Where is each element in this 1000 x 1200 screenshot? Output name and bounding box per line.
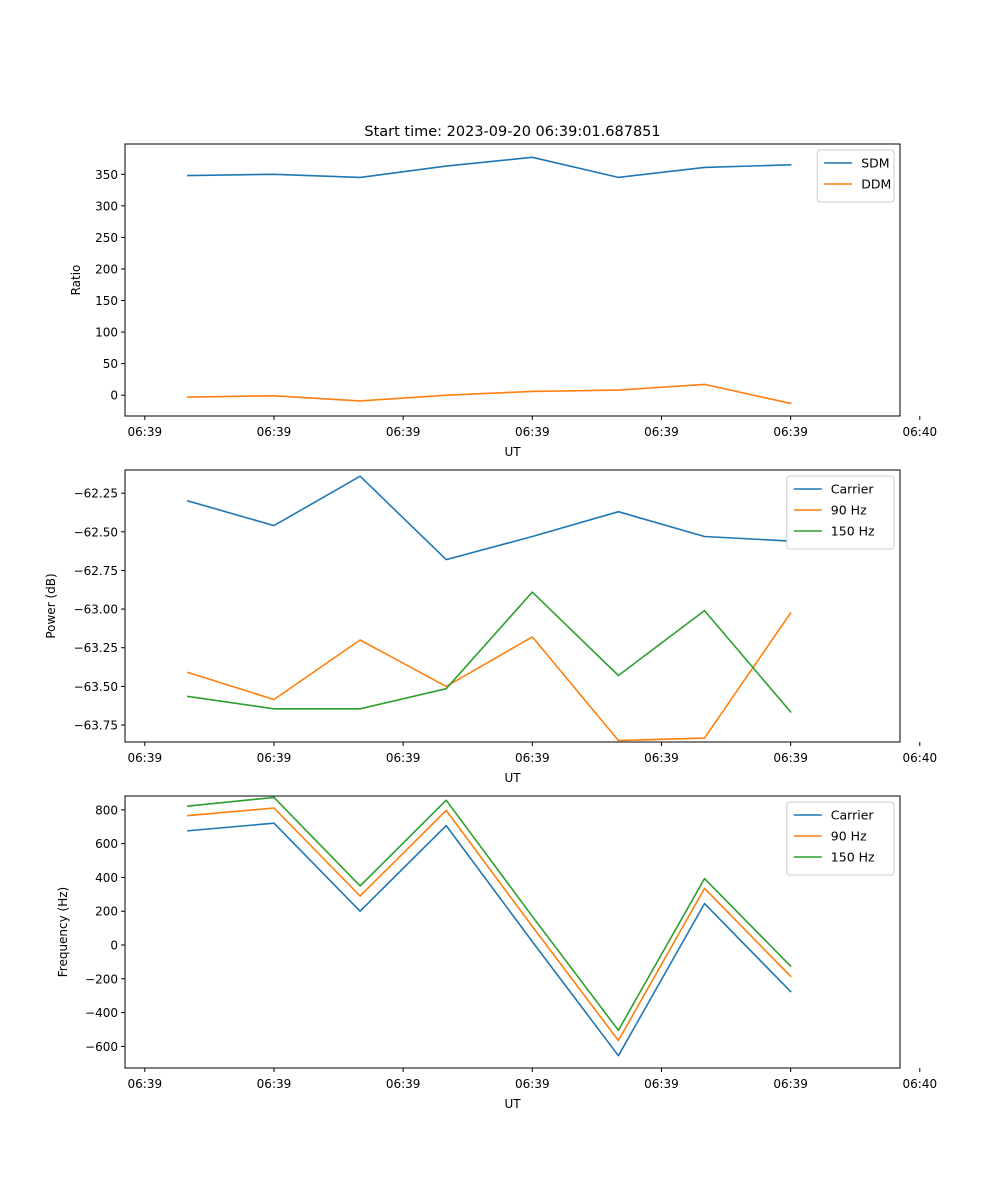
y-tick-label: −400 bbox=[85, 1006, 118, 1020]
legend-entry: DDM bbox=[861, 177, 891, 192]
x-axis-label: UT bbox=[504, 1097, 521, 1111]
y-tick-label: 150 bbox=[95, 294, 118, 308]
x-tick-label: 06:40 bbox=[903, 1077, 938, 1091]
panel-1: 06:39 06:39 06:39 06:39 06:39 06:39 06:40 0 50 10… bbox=[69, 143, 938, 459]
y-tick-label: −62.50 bbox=[74, 525, 118, 539]
y-tick-label: −63.25 bbox=[74, 641, 118, 655]
legend: Carrier 90 Hz 150 Hz bbox=[786, 475, 895, 550]
x-tick-label: 06:39 bbox=[128, 1077, 163, 1091]
panels: 06:39 06:39 06:39 06:39 06:39 06:39 06:40 0 50 10… bbox=[44, 143, 938, 1111]
y-tick-label: 300 bbox=[95, 199, 118, 213]
x-tick-label: 06:39 bbox=[257, 1077, 292, 1091]
x-tick-label: 06:39 bbox=[128, 425, 163, 439]
legend: SDM DDM bbox=[816, 149, 895, 203]
x-tick-label: 06:39 bbox=[386, 751, 421, 765]
y-tick-label: −63.75 bbox=[74, 719, 118, 733]
series-line-90-hz bbox=[186, 611, 792, 742]
legend-entry: 150 Hz bbox=[831, 524, 875, 539]
panel-2: 06:39 06:39 06:39 06:39 06:39 06:39 06:40 −63.7… bbox=[44, 469, 938, 785]
series-line-90-hz bbox=[187, 807, 792, 1042]
x-tick-label: 06:39 bbox=[257, 425, 292, 439]
x-tick-label: 06:39 bbox=[128, 751, 163, 765]
x-tick-label: 06:39 bbox=[644, 1077, 679, 1091]
series-line-ddm bbox=[187, 383, 792, 405]
legend-entry: Carrier bbox=[831, 482, 875, 497]
x-tick-label: 06:39 bbox=[644, 425, 679, 439]
y-tick-label: 50 bbox=[103, 357, 118, 371]
series-line-carrier bbox=[187, 822, 792, 1057]
x-tick-label: 06:39 bbox=[386, 1077, 421, 1091]
plot-frame bbox=[124, 143, 901, 417]
series-line-sdm bbox=[187, 156, 792, 179]
x-tick-label: 06:39 bbox=[515, 751, 550, 765]
x-axis-label: UT bbox=[504, 445, 521, 459]
y-tick-label: −600 bbox=[85, 1040, 118, 1054]
y-tick-label: 350 bbox=[95, 168, 118, 182]
y-tick-label: 200 bbox=[95, 905, 118, 919]
plot-frame bbox=[124, 469, 901, 743]
legend-entry: Carrier bbox=[831, 808, 875, 823]
y-tick-label: −63.00 bbox=[74, 603, 118, 617]
series-line-150-hz bbox=[186, 591, 792, 714]
y-tick-label: 100 bbox=[95, 326, 118, 340]
legend: Carrier 90 Hz 150 Hz bbox=[786, 801, 895, 876]
y-tick-label: 400 bbox=[95, 871, 118, 885]
x-tick-label: 06:39 bbox=[644, 751, 679, 765]
y-axis-label: Frequency (Hz) bbox=[56, 887, 70, 978]
y-tick-label: 0 bbox=[110, 939, 118, 953]
y-tick-label: −62.25 bbox=[74, 487, 118, 501]
legend-entry: 90 Hz bbox=[831, 503, 867, 518]
panel-3: 06:39 06:39 06:39 06:39 06:39 06:39 06:40 −600 −… bbox=[56, 795, 938, 1111]
y-tick-label: 250 bbox=[95, 231, 118, 245]
legend-entry: SDM bbox=[861, 156, 889, 171]
y-tick-label: −63.50 bbox=[74, 680, 118, 694]
y-tick-label: 0 bbox=[110, 389, 118, 403]
x-tick-label: 06:40 bbox=[903, 751, 938, 765]
y-axis-label: Power (dB) bbox=[44, 573, 58, 638]
y-tick-label: −62.75 bbox=[74, 564, 118, 578]
y-tick-label: 200 bbox=[95, 262, 118, 276]
x-tick-label: 06:39 bbox=[515, 1077, 550, 1091]
x-tick-label: 06:39 bbox=[515, 425, 550, 439]
x-tick-label: 06:39 bbox=[773, 425, 808, 439]
series-line-carrier bbox=[186, 475, 792, 561]
plot-frame bbox=[124, 795, 901, 1069]
y-tick-label: −200 bbox=[85, 972, 118, 986]
series-line-150-hz bbox=[187, 796, 792, 1032]
legend-entry: 90 Hz bbox=[831, 829, 867, 844]
legend-entry: 150 Hz bbox=[831, 850, 875, 865]
y-tick-label: 600 bbox=[95, 837, 118, 851]
x-tick-label: 06:39 bbox=[773, 751, 808, 765]
x-axis-label: UT bbox=[504, 771, 521, 785]
x-tick-label: 06:39 bbox=[386, 425, 421, 439]
x-tick-label: 06:39 bbox=[257, 751, 292, 765]
chart-title: Start time: 2023-09-20 06:39:01.687851 bbox=[364, 124, 660, 140]
x-tick-label: 06:40 bbox=[903, 425, 938, 439]
y-tick-label: 800 bbox=[95, 803, 118, 817]
x-tick-label: 06:39 bbox=[773, 1077, 808, 1091]
y-axis-label: Ratio bbox=[69, 265, 83, 296]
